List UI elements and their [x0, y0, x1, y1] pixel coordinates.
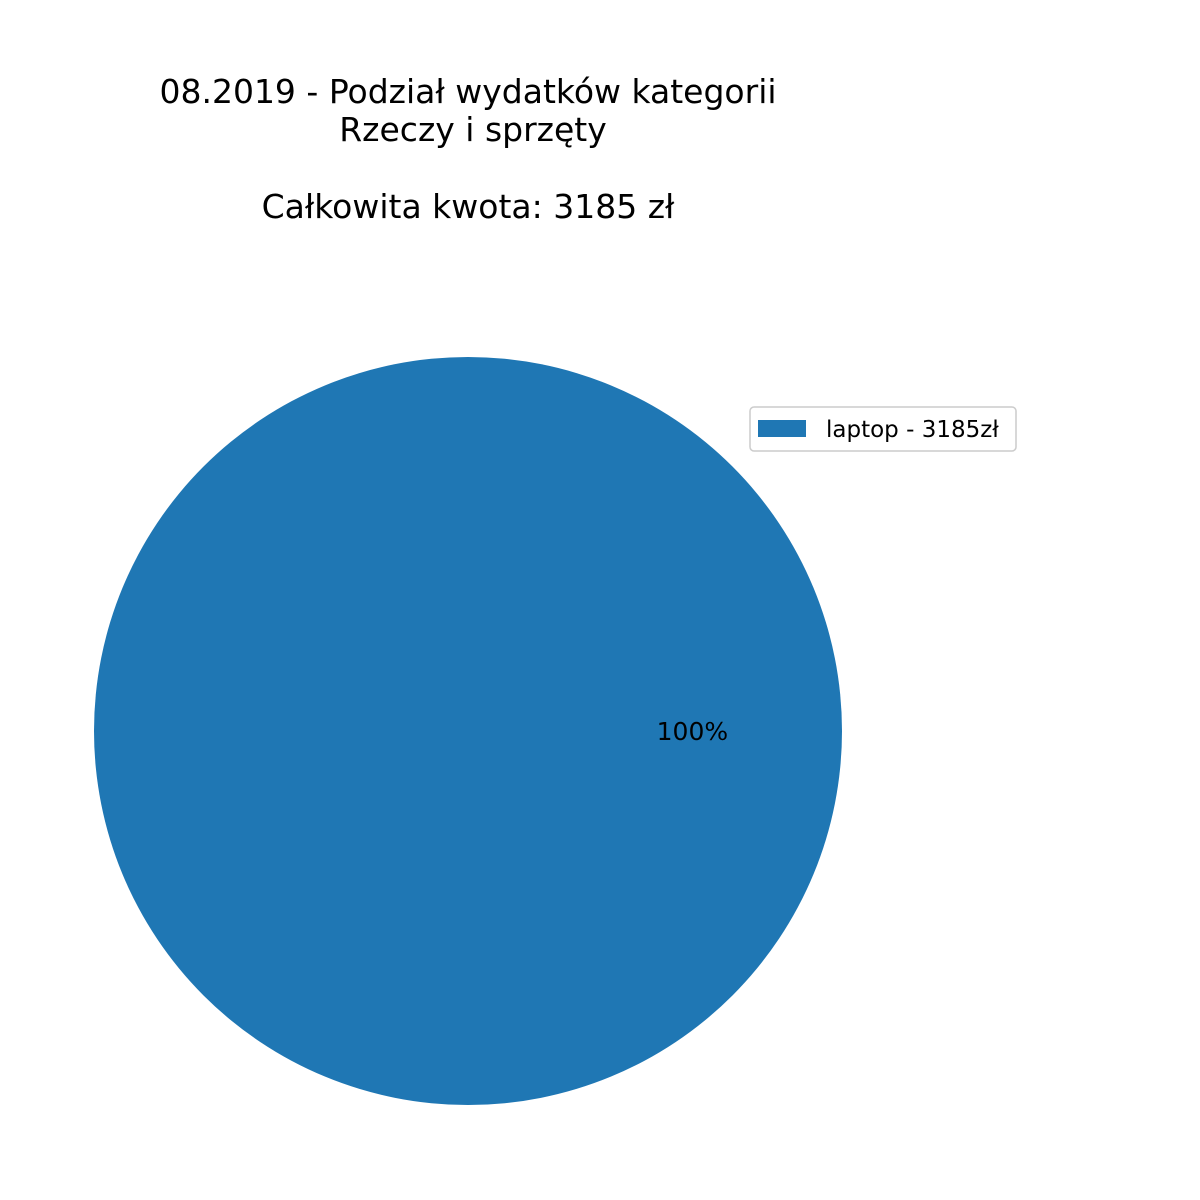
title-line-1: 08.2019 - Podział wydatków kategorii	[159, 72, 776, 111]
pie-slice	[94, 357, 842, 1105]
percent-labels: 100%	[657, 717, 728, 746]
title-line-2: Rzeczy i sprzęty	[339, 110, 607, 149]
slice-percent-label: 100%	[657, 717, 728, 746]
legend-swatch	[758, 420, 806, 437]
legend: laptop - 3185zł	[749, 406, 1017, 452]
legend-label: laptop - 3185zł	[826, 417, 999, 443]
legend-frame	[749, 406, 1017, 452]
chart-title: 08.2019 - Podział wydatków kategorii Rze…	[159, 72, 776, 226]
pie-slices	[94, 357, 842, 1105]
title-line-4: Całkowita kwota: 3185 zł	[262, 187, 675, 226]
